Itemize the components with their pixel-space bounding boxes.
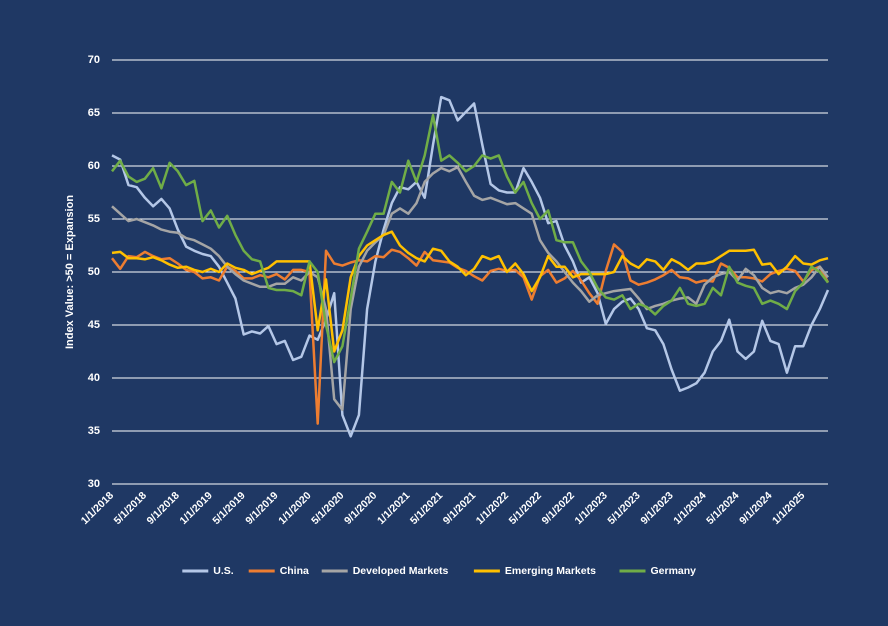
y-axis-label: Index Value: >50 = Expansion bbox=[64, 195, 76, 349]
series-line bbox=[111, 113, 829, 364]
legend-label: Developed Markets bbox=[353, 565, 449, 577]
series-line bbox=[111, 95, 830, 438]
y-tick-label: 65 bbox=[88, 107, 100, 119]
y-tick-label: 40 bbox=[88, 372, 100, 384]
legend-label: U.S. bbox=[213, 565, 234, 577]
y-tick-label: 55 bbox=[88, 213, 100, 225]
y-tick-label: 30 bbox=[88, 478, 100, 490]
y-tick-label: 35 bbox=[88, 425, 100, 437]
legend-label: Germany bbox=[651, 565, 697, 577]
legend-label: Emerging Markets bbox=[505, 565, 596, 577]
series-line bbox=[111, 230, 829, 353]
legend-label: China bbox=[280, 565, 309, 577]
y-tick-label: 70 bbox=[88, 54, 100, 66]
series-line bbox=[111, 165, 829, 412]
y-tick-label: 60 bbox=[88, 160, 100, 172]
y-tick-label: 45 bbox=[88, 319, 100, 331]
y-tick-label: 50 bbox=[88, 266, 100, 278]
